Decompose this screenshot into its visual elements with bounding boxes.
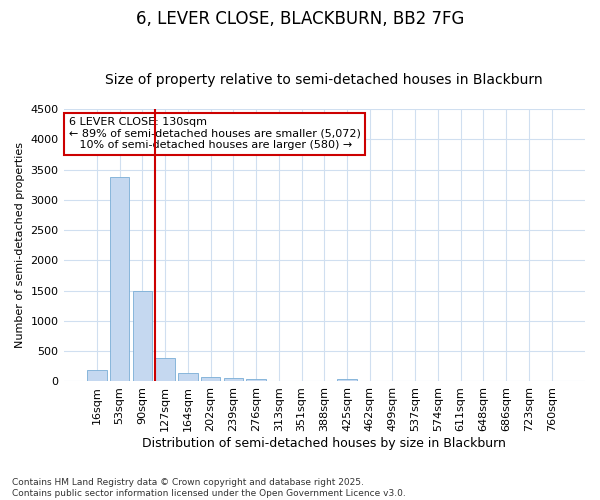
Text: 6 LEVER CLOSE: 130sqm
← 89% of semi-detached houses are smaller (5,072)
   10% o: 6 LEVER CLOSE: 130sqm ← 89% of semi-deta… bbox=[69, 117, 361, 150]
Bar bbox=[337, 379, 356, 382]
Title: Size of property relative to semi-detached houses in Blackburn: Size of property relative to semi-detach… bbox=[106, 73, 543, 87]
Bar bbox=[155, 358, 175, 382]
Bar bbox=[133, 290, 152, 382]
Bar bbox=[247, 379, 266, 382]
Bar bbox=[178, 373, 197, 382]
Bar bbox=[87, 370, 107, 382]
Text: Contains HM Land Registry data © Crown copyright and database right 2025.
Contai: Contains HM Land Registry data © Crown c… bbox=[12, 478, 406, 498]
Bar bbox=[110, 177, 130, 382]
X-axis label: Distribution of semi-detached houses by size in Blackburn: Distribution of semi-detached houses by … bbox=[142, 437, 506, 450]
Y-axis label: Number of semi-detached properties: Number of semi-detached properties bbox=[15, 142, 25, 348]
Bar bbox=[224, 378, 243, 382]
Bar bbox=[201, 377, 220, 382]
Text: 6, LEVER CLOSE, BLACKBURN, BB2 7FG: 6, LEVER CLOSE, BLACKBURN, BB2 7FG bbox=[136, 10, 464, 28]
